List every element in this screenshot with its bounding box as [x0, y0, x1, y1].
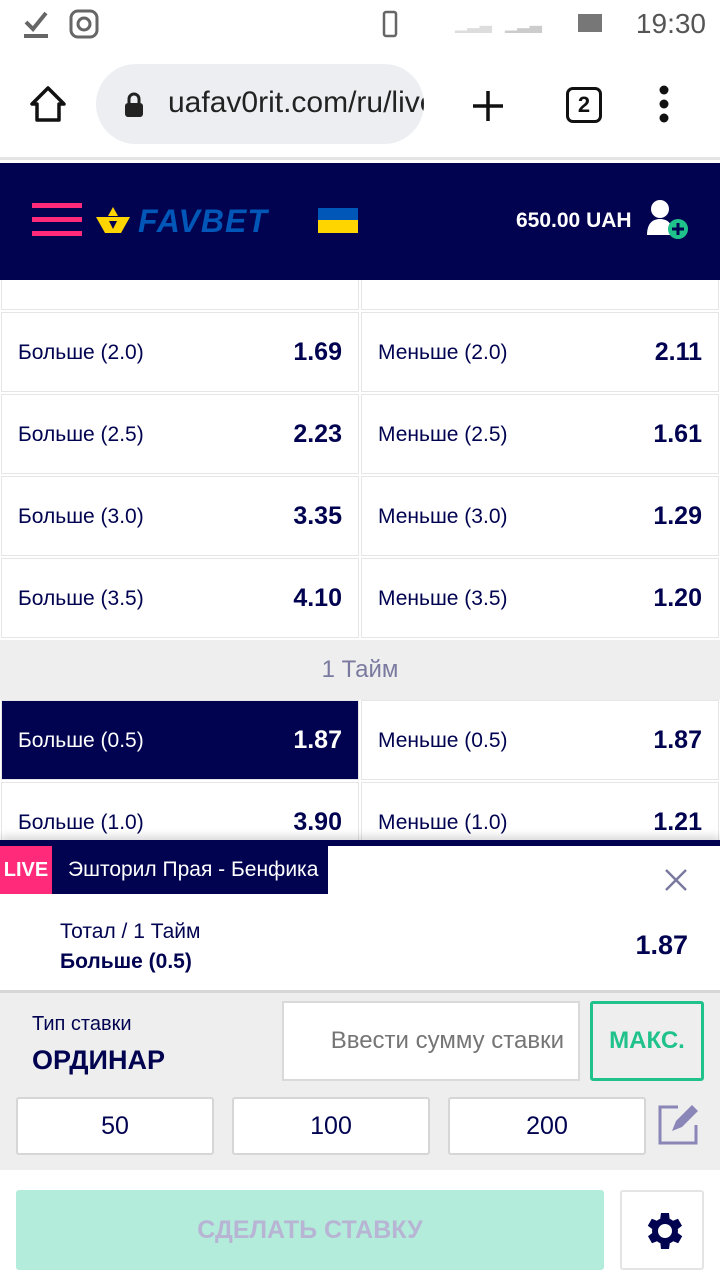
- outcome-label: Больше (1.0): [18, 811, 144, 834]
- stake-panel: Тип ставки ОРДИНАР МАКС. 50 100 200: [0, 990, 720, 1170]
- bet-odd: 1.87: [635, 930, 688, 960]
- outcome-label: Меньше (2.0): [378, 341, 508, 364]
- balance[interactable]: 650.00 UAH: [516, 209, 632, 232]
- quick-stake-50[interactable]: 50: [16, 1097, 214, 1155]
- live-badge: LIVE: [0, 846, 52, 894]
- odd-value: 3.35: [293, 502, 342, 530]
- battery-icon: [578, 14, 602, 32]
- settings-button[interactable]: [620, 1190, 704, 1270]
- favbet-logo-icon: [96, 207, 130, 233]
- outcome-label: Больше (3.0): [18, 505, 144, 528]
- site-header: FAVBET 650.00 UAH: [0, 163, 720, 280]
- outcome-label: Меньше (3.5): [378, 587, 508, 610]
- outcome-label: Меньше (2.5): [378, 423, 508, 446]
- edit-icon[interactable]: [658, 1103, 700, 1145]
- quick-stake-200[interactable]: 200: [448, 1097, 646, 1155]
- market-row: Больше (2.0) 1.69 Меньше (2.0) 2.11: [0, 312, 720, 394]
- odd-button-left[interactable]: Больше (2.0) 1.69: [1, 312, 359, 392]
- outcome-label: Больше (2.5): [18, 423, 144, 446]
- tab-switcher-button[interactable]: 2: [566, 87, 602, 123]
- market-row: Больше (3.5) 4.10 Меньше (3.5) 1.20: [0, 558, 720, 640]
- lock-icon: [125, 92, 143, 117]
- odd-value: 1.69: [293, 338, 342, 366]
- odd-value: 2.23: [293, 420, 342, 448]
- outcome-label: Меньше (1.0): [378, 811, 508, 834]
- odd-button-right[interactable]: Меньше (3.5) 1.20: [361, 558, 719, 638]
- max-stake-button[interactable]: МАКС.: [590, 1001, 704, 1081]
- bet-type[interactable]: ОРДИНАР: [32, 1045, 165, 1075]
- url-text: uafav0rit.com/ru/live: [168, 86, 424, 119]
- odd-button-left[interactable]: Больше (3.5) 4.10: [1, 558, 359, 638]
- close-icon[interactable]: [664, 868, 688, 892]
- outcome-label: Больше (0.5): [18, 729, 144, 752]
- signal-icon: ▁▂▃: [455, 16, 492, 33]
- home-icon[interactable]: [28, 84, 68, 124]
- odd-button-right[interactable]: Меньше (2.0) 2.11: [361, 312, 719, 392]
- place-bet-button[interactable]: СДЕЛАТЬ СТАВКУ: [16, 1190, 604, 1270]
- odd-value: 1.61: [653, 420, 702, 448]
- ukraine-flag-icon: [318, 208, 358, 233]
- quick-stake-100[interactable]: 100: [232, 1097, 430, 1155]
- outcome-label: Меньше (3.0): [378, 505, 508, 528]
- address-bar[interactable]: uafav0rit.com/ru/live: [96, 64, 424, 144]
- outcome-label: Больше (2.0): [18, 341, 144, 364]
- browser-toolbar: uafav0rit.com/ru/live 2: [0, 50, 720, 160]
- odd-value: 2.11: [654, 338, 702, 366]
- brand-logo[interactable]: FAVBET: [138, 203, 268, 239]
- odd-button-right[interactable]: Меньше (0.5) 1.87: [361, 700, 719, 780]
- hamburger-menu-icon[interactable]: [32, 203, 82, 237]
- odd-value: 1.87: [293, 726, 342, 754]
- section-header-1st-half: 1 Тайм: [0, 640, 720, 700]
- odd-value: 4.10: [293, 584, 342, 612]
- status-bar: ▁▂▃ ▁▂▃ 19:30: [0, 0, 720, 50]
- odd-value: 1.29: [653, 502, 702, 530]
- signal-icon: ▁▂▃: [505, 16, 542, 33]
- bet-market: Тотал / 1 Тайм: [60, 920, 201, 943]
- odd-button-right[interactable]: Меньше (2.5) 1.61: [361, 394, 719, 474]
- odd-value: 1.20: [653, 584, 702, 612]
- odd-value: 3.90: [293, 808, 342, 836]
- stake-input[interactable]: [282, 1001, 580, 1081]
- market-row: Больше (0.5) 1.87 Меньше (0.5) 1.87: [0, 700, 720, 782]
- market-row: Больше (2.5) 2.23 Меньше (2.5) 1.61: [0, 394, 720, 476]
- download-done-icon: [24, 11, 48, 38]
- event-title: Эшторил Прая - Бенфика: [52, 846, 328, 894]
- betslip: LIVE Эшторил Прая - Бенфика Тотал / 1 Та…: [0, 840, 720, 1280]
- bet-type-label: Тип ставки: [32, 1013, 132, 1035]
- outcome-label: Меньше (0.5): [378, 729, 508, 752]
- new-tab-icon[interactable]: [470, 88, 506, 124]
- menu-kebab-icon[interactable]: [654, 84, 674, 128]
- odd-button-right[interactable]: Меньше (3.0) 1.29: [361, 476, 719, 556]
- odd-button-left[interactable]: Больше (2.5) 2.23: [1, 394, 359, 474]
- odd-button-left[interactable]: Больше (0.5) 1.87: [1, 700, 359, 780]
- gear-icon: [647, 1213, 683, 1249]
- market-row: Больше (3.0) 3.35 Меньше (3.0) 1.29: [0, 476, 720, 558]
- user-add-icon[interactable]: [645, 199, 691, 241]
- odd-value: 1.87: [653, 726, 702, 754]
- odd-button-left[interactable]: Больше (3.0) 3.35: [1, 476, 359, 556]
- bet-selection: Больше (0.5): [60, 950, 192, 973]
- odd-value: 1.21: [653, 808, 702, 836]
- clock: 19:30: [635, 8, 706, 39]
- outcome-label: Больше (3.5): [18, 587, 144, 610]
- instagram-icon: [69, 9, 99, 39]
- vibrate-icon: [382, 10, 398, 38]
